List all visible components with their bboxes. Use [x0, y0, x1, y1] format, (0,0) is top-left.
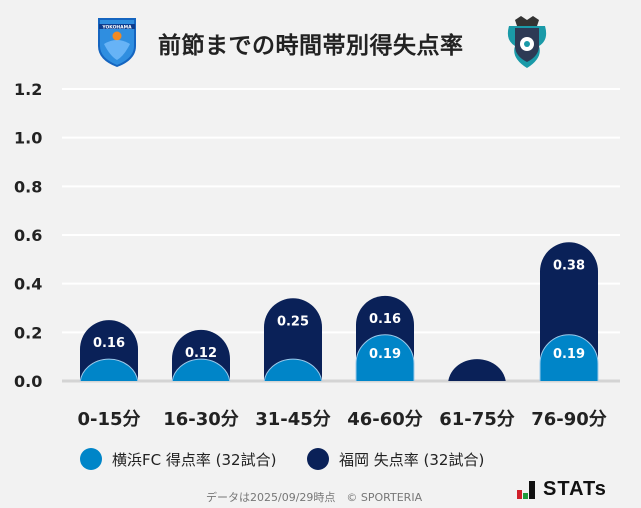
yokohama-fc-logo: YOKOHAMA: [96, 16, 138, 72]
x-tick-label: 61-75分: [439, 409, 515, 430]
x-tick-label: 76-90分: [531, 409, 607, 430]
chart-area: 0.0 0.2 0.4 0.6 0.8 1.0 1.2 0.16 0-15分 0.12 16-30…: [14, 80, 620, 430]
chart-title: 前節までの時間帯別得失点率: [158, 33, 464, 59]
data-label-yokohama: 0.19: [369, 347, 401, 362]
bar-yokohama-scored: [539, 334, 599, 381]
bar-yokohama-scored: [263, 358, 323, 381]
bar-yokohama-scored: [171, 358, 231, 381]
data-label-fukuoka: 0.16: [93, 336, 125, 351]
x-tick-label: 16-30分: [163, 409, 239, 430]
data-label-yokohama: 0.19: [553, 347, 585, 362]
avispa-fukuoka-logo: [505, 14, 549, 74]
legend-swatch-light-blue: [80, 448, 102, 470]
y-tick-label: 0.2: [14, 323, 42, 342]
legend-label: 福岡 失点率 (32試合): [339, 450, 485, 469]
bar-fukuoka-conceded: [264, 298, 322, 381]
legend-item-fukuoka: 福岡 失点率 (32試合): [307, 448, 484, 470]
stats-brand: STATs: [517, 478, 607, 501]
x-tick-label: 0-15分: [77, 409, 140, 430]
stats-logo-icon: [517, 480, 535, 499]
bar-yokohama-scored: [79, 358, 139, 381]
y-tick-label: 1.2: [14, 80, 42, 99]
data-label-fukuoka: 0.38: [553, 258, 585, 273]
y-tick-label: 0.0: [14, 372, 42, 391]
legend-swatch-navy: [307, 448, 329, 470]
legend-item-yokohama: 横浜FC 得点率 (32試合): [80, 448, 276, 470]
legend-label: 横浜FC 得点率 (32試合): [112, 450, 277, 469]
data-label-fukuoka: 0.16: [369, 312, 401, 327]
y-tick-label: 1.0: [14, 129, 42, 148]
footer-note: データは2025/09/29時点 © SPORTERIA: [206, 491, 423, 504]
svg-text:YOKOHAMA: YOKOHAMA: [101, 25, 132, 31]
y-tick-label: 0.8: [14, 177, 42, 196]
bar-yokohama-scored: [355, 334, 415, 381]
x-tick-label: 46-60分: [347, 409, 423, 430]
data-label-fukuoka: 0.25: [277, 314, 309, 329]
y-tick-label: 0.6: [14, 226, 42, 245]
y-tick-label: 0.4: [14, 275, 42, 294]
data-label-fukuoka: 0.12: [185, 346, 217, 361]
bar-fukuoka-conceded: [448, 359, 506, 381]
x-tick-label: 31-45分: [255, 409, 331, 430]
